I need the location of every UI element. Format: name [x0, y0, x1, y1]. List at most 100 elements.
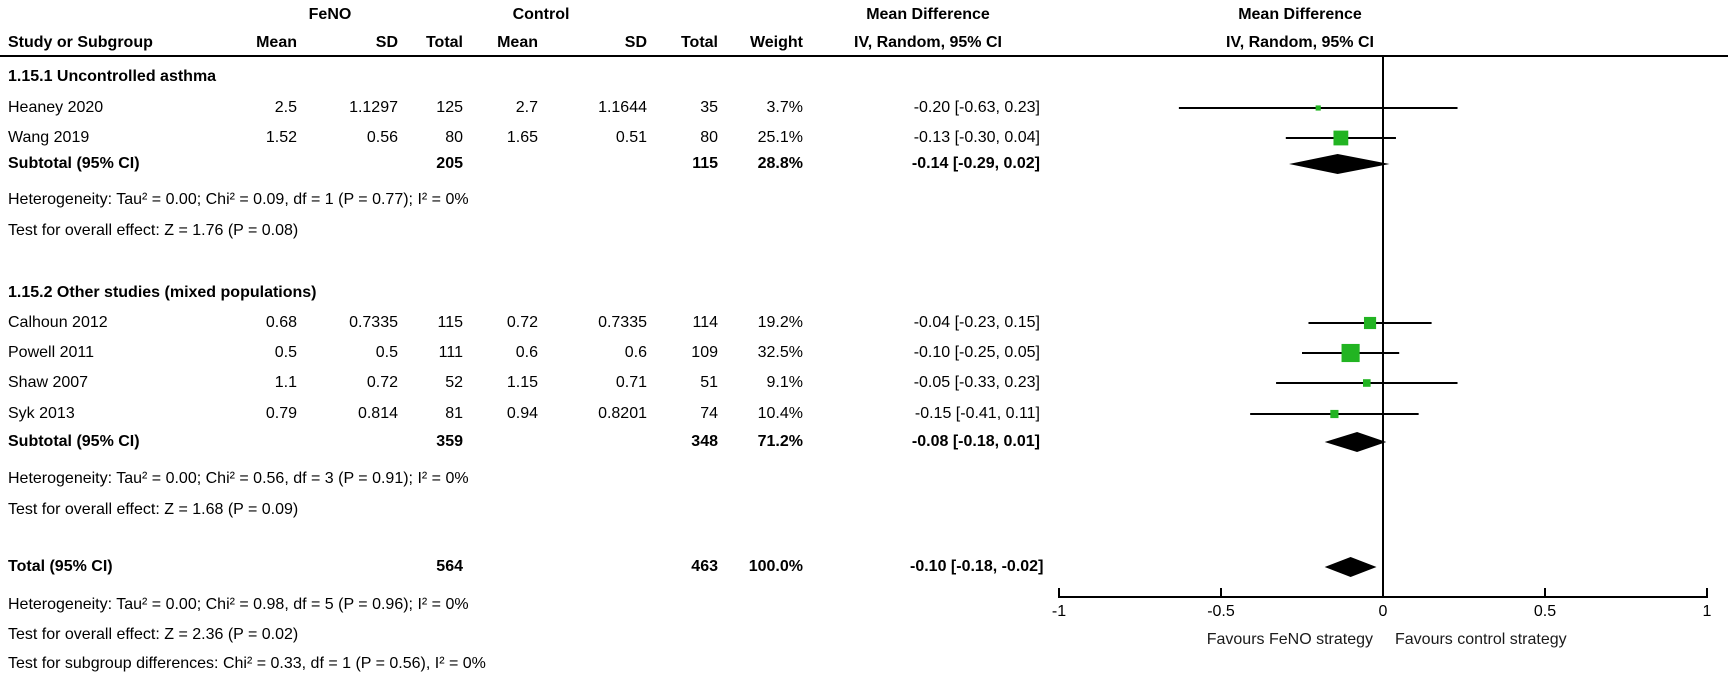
cell-sd1: 1.1297 [349, 99, 398, 116]
study-label: Powell 2011 [8, 344, 94, 361]
cell-weight: 25.1% [757, 129, 803, 146]
study-label: Calhoun 2012 [8, 314, 108, 331]
cell-total1: 52 [445, 374, 463, 391]
cell-ci: -0.15 [-0.41, 0.11] [914, 405, 1040, 422]
note-row: Heterogeneity: Tau² = 0.00; Chi² = 0.98,… [0, 595, 1728, 615]
cell-ci: -0.05 [-0.33, 0.23] [913, 374, 1040, 391]
note-row: Test for subgroup differences: Chi² = 0.… [0, 654, 1728, 674]
plot-column-subtitle: IV, Random, 95% CI [1226, 34, 1374, 51]
cell-mean1: 0.68 [265, 314, 297, 331]
table-row: Wang 2019 1.52 0.56 80 1.65 0.51 80 25.1% -0.13 … [0, 128, 1728, 148]
cell-ci: -0.14 [-0.29, 0.02] [911, 155, 1040, 172]
cell-total1: 115 [437, 314, 463, 331]
group-header-control: Control [512, 6, 570, 23]
cell-total2: 109 [691, 344, 718, 361]
table-row: Total (95% CI) 564 463 100.0% -0.10 [-0.18, … [0, 557, 1728, 577]
note-row: Test for overall effect: Z = 1.68 (P = 0… [0, 500, 1728, 520]
column-header-study: Study or Subgroup [8, 34, 153, 51]
cell-total1: 81 [445, 405, 463, 422]
table-row: Syk 2013 0.79 0.814 81 0.94 0.8201 74 10.4% -0.1… [0, 404, 1728, 424]
note-row: Test for overall effect: Z = 2.36 (P = 0… [0, 625, 1728, 645]
cell-total1: 125 [436, 99, 463, 116]
cell-total1: 359 [436, 433, 463, 450]
x-tick-label: 0.5 [1533, 603, 1557, 620]
cell-sd1: 0.56 [366, 129, 398, 146]
cell-total2: 80 [700, 129, 718, 146]
cell-ci: -0.10 [-0.18, -0.02] [910, 558, 1044, 575]
cell-sd2: 0.6 [624, 344, 647, 361]
pooled-diamond [1324, 557, 1377, 577]
x-tick-label: -1 [1051, 603, 1067, 620]
effect-square [1341, 343, 1360, 363]
cell-sd1: 0.5 [375, 344, 398, 361]
table-row: Shaw 2007 1.1 0.72 52 1.15 0.71 51 9.1% -0.05 [-… [0, 373, 1728, 393]
note-text: Test for overall effect: Z = 2.36 (P = 0… [8, 626, 299, 643]
note-row: Test for overall effect: Z = 1.76 (P = 0… [0, 221, 1728, 241]
cell-mean2: 2.7 [515, 99, 538, 116]
table-row: Calhoun 2012 0.68 0.7335 115 0.72 0.7335 114 19… [0, 313, 1728, 333]
cell-mean2: 0.6 [515, 344, 538, 361]
effect-column-subtitle: IV, Random, 95% CI [854, 34, 1002, 51]
cell-total2: 115 [692, 155, 718, 172]
cell-total2: 463 [691, 558, 718, 575]
cell-weight: 19.2% [757, 314, 803, 331]
pooled-diamond [1289, 154, 1390, 174]
study-label: 1.15.2 Other studies (mixed populations) [8, 284, 317, 301]
cell-weight: 10.4% [757, 405, 803, 422]
cell-sd1: 0.814 [357, 405, 398, 422]
cell-mean2: 1.15 [506, 374, 538, 391]
x-tick-label: -0.5 [1207, 603, 1235, 620]
cell-ci: -0.04 [-0.23, 0.15] [913, 314, 1040, 331]
note-text: Test for subgroup differences: Chi² = 0.… [8, 655, 486, 672]
column-header-sd-feno: SD [375, 34, 398, 51]
cell-sd2: 0.71 [615, 374, 647, 391]
x-tick-label: 1 [1702, 603, 1712, 620]
column-header-sd-control: SD [624, 34, 647, 51]
cell-total2: 114 [692, 314, 718, 331]
cell-sd1: 0.72 [366, 374, 398, 391]
study-label: Heaney 2020 [8, 99, 104, 116]
cell-mean1: 2.5 [274, 99, 297, 116]
note-text: Test for overall effect: Z = 1.68 (P = 0… [8, 501, 299, 518]
table-row: Subtotal (95% CI) 205 115 28.8% -0.14 [-0.29… [0, 154, 1728, 174]
cell-sd2: 0.51 [615, 129, 647, 146]
study-label: Total (95% CI) [8, 558, 113, 575]
effect-square [1363, 379, 1371, 387]
plot-column-title: Mean Difference [1238, 6, 1362, 23]
column-header-total-feno: Total [425, 34, 463, 51]
study-label: Subtotal (95% CI) [8, 433, 140, 450]
effect-square [1330, 409, 1339, 419]
column-header-total-control: Total [680, 34, 718, 51]
cell-weight: 32.5% [757, 344, 803, 361]
cell-mean2: 1.65 [506, 129, 538, 146]
section-row: 1.15.1 Uncontrolled asthma [0, 67, 1728, 87]
cell-mean1: 0.5 [274, 344, 297, 361]
group-header-feno: FeNO [308, 6, 352, 23]
study-label: 1.15.1 Uncontrolled asthma [8, 68, 217, 85]
cell-total2: 51 [700, 374, 718, 391]
cell-weight: 3.7% [766, 99, 803, 116]
cell-total1: 111 [438, 344, 463, 361]
cell-mean2: 0.72 [506, 314, 538, 331]
table-row: Powell 2011 0.5 0.5 111 0.6 0.6 109 32.5% -0.10 … [0, 343, 1728, 363]
effect-column-title: Mean Difference [866, 6, 990, 23]
cell-ci: -0.08 [-0.18, 0.01] [911, 433, 1040, 450]
effect-square [1315, 105, 1321, 111]
note-text: Heterogeneity: Tau² = 0.00; Chi² = 0.56,… [8, 470, 469, 487]
study-label: Syk 2013 [8, 405, 75, 422]
favours-right-label: Favours control strategy [1395, 631, 1567, 648]
cell-sd2: 0.8201 [598, 405, 647, 422]
cell-sd1: 0.7335 [349, 314, 398, 331]
cell-weight: 28.8% [757, 155, 803, 172]
x-tick-label: 0 [1378, 603, 1388, 620]
note-text: Test for overall effect: Z = 1.76 (P = 0… [8, 222, 299, 239]
cell-ci: -0.10 [-0.25, 0.05] [913, 344, 1040, 361]
cell-mean1: 1.1 [274, 374, 297, 391]
study-label: Shaw 2007 [8, 374, 89, 391]
table-row: Subtotal (95% CI) 359 348 71.2% -0.08 [-0.18… [0, 432, 1728, 452]
cell-total1: 564 [436, 558, 463, 575]
effect-square [1363, 316, 1377, 330]
cell-total2: 35 [700, 99, 718, 116]
